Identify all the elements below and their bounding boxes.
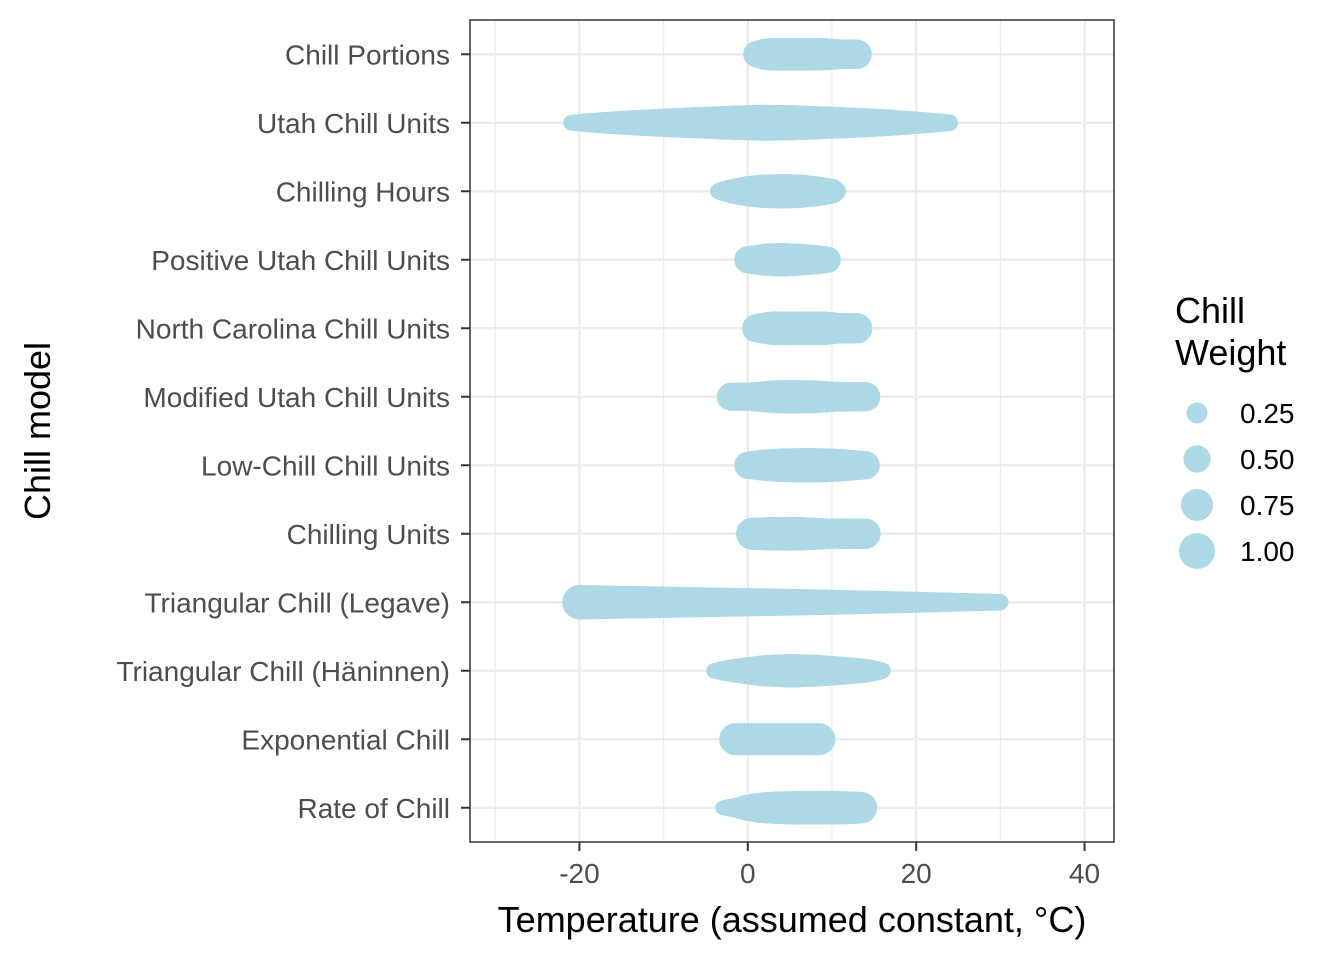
data-point xyxy=(851,451,880,480)
y-tick-label: Exponential Chill xyxy=(241,724,450,755)
data-point xyxy=(803,723,836,756)
legend-title: Weight xyxy=(1175,332,1286,373)
legend-key xyxy=(1179,533,1215,569)
plot-border xyxy=(469,19,1115,843)
series-Positive Utah Chill Units xyxy=(734,242,841,277)
data-point xyxy=(845,792,878,824)
y-tick-label: Triangular Chill (Legave) xyxy=(144,587,450,618)
y-tick-label: North Carolina Chill Units xyxy=(136,313,450,344)
plot-grid xyxy=(470,20,1114,842)
series-Triangular Chill (Legave) xyxy=(562,585,1009,620)
series-Utah Chill Units xyxy=(563,104,959,141)
data-point xyxy=(842,313,873,344)
legend-label: 0.75 xyxy=(1240,490,1295,521)
x-tick-label: 0 xyxy=(740,858,756,889)
series-Chilling Units xyxy=(736,516,881,551)
data-point xyxy=(992,594,1009,611)
series-Chill Portions xyxy=(743,37,872,71)
plot-panel xyxy=(470,20,1114,842)
data-point xyxy=(850,518,881,549)
series-North Carolina Chill Units xyxy=(742,311,873,346)
y-tick-label: Rate of Chill xyxy=(297,793,450,824)
x-axis-title: Temperature (assumed constant, °C) xyxy=(498,899,1087,940)
series-Low-Chill Chill Units xyxy=(734,448,880,483)
x-tick-label: -20 xyxy=(559,858,599,889)
y-tick-label: Low-Chill Chill Units xyxy=(201,450,450,481)
data-point xyxy=(851,382,881,412)
y-axis: Chill Portions Utah Chill Units Chilling H… xyxy=(116,39,470,824)
y-tick-label: Chilling Hours xyxy=(276,176,450,207)
data-point xyxy=(842,39,872,69)
legend-title: Chill xyxy=(1175,290,1245,331)
legend-label: 1.00 xyxy=(1240,536,1295,567)
plot-marks xyxy=(562,37,1009,825)
legend-key xyxy=(1181,489,1213,521)
legend-label: 0.25 xyxy=(1240,398,1295,429)
data-point xyxy=(826,181,846,201)
y-tick-label: Chill Portions xyxy=(285,39,450,70)
data-point xyxy=(814,246,841,273)
y-axis-title: Chill model xyxy=(17,342,58,520)
x-tick-label: 40 xyxy=(1069,858,1100,889)
series-Rate of Chill xyxy=(715,790,878,825)
series-Exponential Chill xyxy=(719,723,836,756)
legend-key xyxy=(1183,445,1211,473)
series-Triangular Chill (Häninnen) xyxy=(706,653,891,688)
series-Modified Utah Chill Units xyxy=(716,379,881,414)
data-point xyxy=(941,114,959,131)
y-tick-label: Utah Chill Units xyxy=(257,108,450,139)
y-tick-label: Modified Utah Chill Units xyxy=(143,382,450,413)
y-tick-label: Triangular Chill (Häninnen) xyxy=(116,656,450,687)
series-Chilling Hours xyxy=(710,174,846,209)
x-tick-label: 20 xyxy=(901,858,932,889)
legend-label: 0.50 xyxy=(1240,444,1295,475)
x-axis: -20 0 20 40 xyxy=(559,842,1100,889)
legend-key xyxy=(1186,402,1208,424)
y-tick-label: Chilling Units xyxy=(287,519,450,550)
data-point xyxy=(874,662,891,679)
y-tick-label: Positive Utah Chill Units xyxy=(151,245,450,276)
